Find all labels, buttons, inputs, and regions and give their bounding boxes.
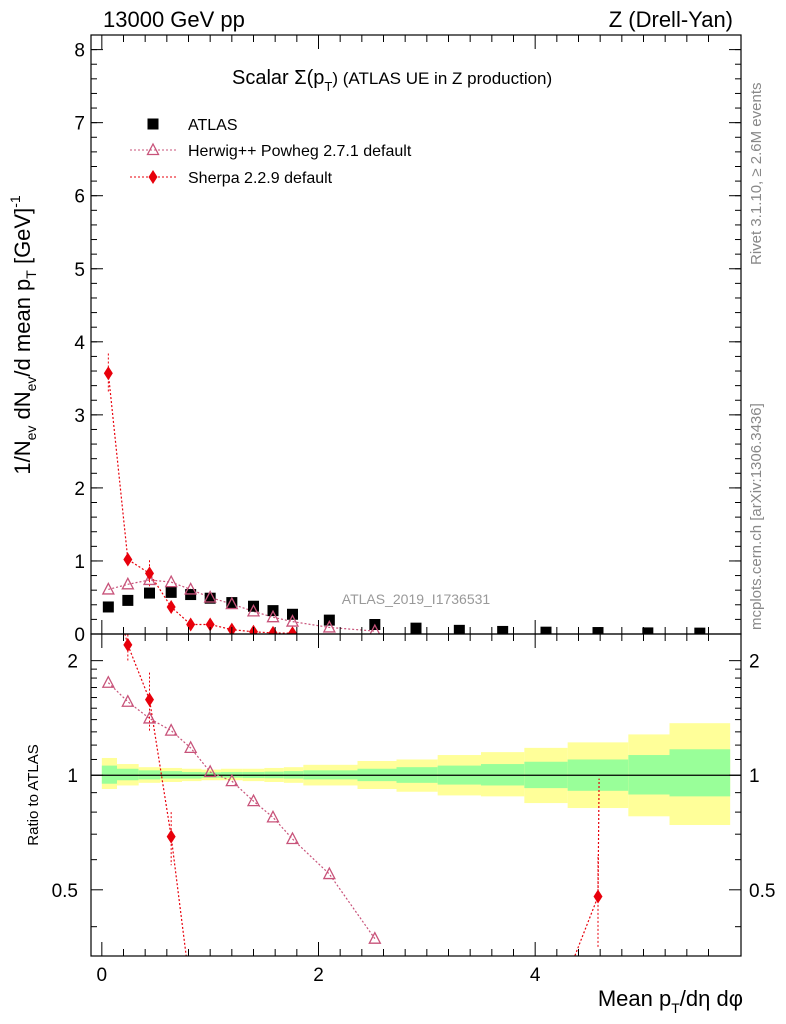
herwig-ratio-point [322,866,336,880]
band-inner-segment [117,768,139,781]
main-y-tick-label: 1 [74,552,85,573]
legend-herwig-marker [146,142,160,156]
axes: 0 1 2 3 4 5 6 7 8 0.5 0.5 1 1 2 2 0 2 4 [52,35,775,986]
sherpa-ratio-point [145,692,154,707]
main-y-tick-label: 8 [74,41,85,62]
atlas-point [226,597,238,609]
sherpa-ratio-point [593,889,603,904]
atlas-point [410,622,422,634]
header-right: Z (Drell-Yan) [609,7,733,32]
atlas-point [540,626,552,634]
ratio-y-tick-label: 1 [67,766,78,787]
plot-title: Scalar Σ(pT) (ATLAS UE in Z production) [232,67,552,94]
main-y-tick-label: 3 [74,406,85,427]
herwig-ratio-point [225,773,239,787]
sherpa-point [145,566,154,581]
main-y-tick-label: 5 [74,260,85,281]
main-y-tick-label: 6 [74,187,85,208]
herwig-point [121,576,135,590]
main-y-tick-label: 4 [74,333,85,354]
herwig-point [322,620,336,633]
ratio-uncertainty-bands [91,723,741,826]
x-axis-title: Mean pT/dη dφ [598,986,743,1016]
ratio-y-tick-label: 0.5 [52,881,78,902]
herwig-ratio-point [101,675,115,688]
legend: ATLAS Herwig++ Powheg 2.7.1 default Sherpa… [130,117,412,187]
legend-label: Sherpa 2.2.9 default [188,170,333,187]
herwig-ratio-line [107,682,376,940]
herwig-ratio-point [368,931,382,944]
herwig-point [184,582,198,595]
ratio-y-tick-label: 2 [67,652,78,673]
legend-sherpa-marker [148,170,158,184]
legend-atlas-marker [147,118,159,130]
herwig-ratio-point [203,764,217,778]
herwig-ratio-point [266,809,280,823]
atlas-point [642,627,654,634]
sherpa-point [268,625,278,634]
analysis-id-label: ATLAS_2019_I1736531 [342,591,491,607]
atlas-point [204,592,216,604]
header-left: 13000 GeV pp [103,7,245,32]
atlas-point [694,627,706,634]
x-tick-label: 0 [97,965,108,986]
main-panel-marks [101,353,706,634]
ratio-y-tick-label-right: 2 [749,652,760,673]
herwig-point [285,614,300,627]
rivet-label: Rivet 3.1.10, ≥ 2.6M events [748,83,765,266]
sherpa-line [107,373,293,634]
mcplots-label: mcplots.cern.ch [arXiv:1306.3436] [748,403,765,630]
herwig-ratio-point [285,831,300,845]
herwig-ratio-point [164,723,178,736]
sherpa-ratio-point [166,829,176,844]
herwig-ratio-point [246,793,261,807]
ratio-y-tick-label-right: 1 [749,766,760,787]
sherpa-point [186,617,196,632]
atlas-point [592,627,604,634]
sherpa-point [205,617,215,632]
atlas-point [144,587,155,599]
herwig-point [142,572,157,586]
herwig-point [246,603,261,617]
atlas-point [102,601,114,613]
ratio-y-tick-label-right: 0.5 [749,881,775,902]
sherpa-ratio-point [123,637,133,652]
herwig-point [101,582,115,595]
legend-label: Herwig++ Powheg 2.7.1 default [188,143,412,160]
x-tick-label: 4 [530,965,541,986]
herwig-ratio-point [121,694,135,707]
main-y-tick-label: 2 [74,479,85,500]
herwig-ratio-point [142,711,157,724]
main-y-tick-label: 7 [74,114,85,135]
herwig-ratio-point [184,740,198,754]
x-tick-label: 2 [313,965,324,986]
atlas-point [122,594,134,606]
herwig-point [203,590,217,603]
atlas-point [165,586,177,598]
herwig-point [266,609,280,623]
sherpa-point [123,552,133,567]
main-y-axis-title: 1/Nev dNev/d mean pT [GeV]-1 [7,195,39,475]
herwig-point [225,596,239,610]
ratio-panel-marks [101,634,603,956]
atlas-point [497,625,509,634]
main-y-tick-label: 0 [74,625,85,646]
sherpa-point [288,626,297,634]
herwig-point [369,623,381,634]
atlas-point [453,624,465,634]
sherpa-point [103,366,113,381]
herwig-line [108,579,375,632]
herwig-point [164,574,178,588]
ratio-panel-frame [90,633,742,957]
band-inner-segment [669,749,731,797]
sherpa-point [166,599,176,614]
ratio-y-axis-title: Ratio to ATLAS [25,744,42,845]
legend-label: ATLAS [188,117,238,134]
